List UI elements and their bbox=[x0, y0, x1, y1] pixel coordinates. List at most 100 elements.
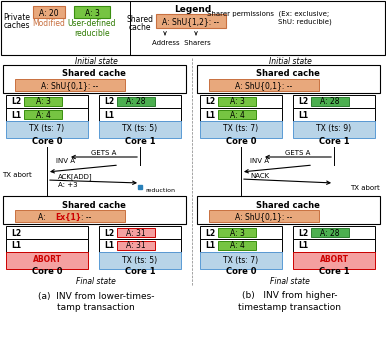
Bar bbox=[293, 226, 375, 239]
Text: Core 1: Core 1 bbox=[319, 136, 349, 145]
Text: timestamp transaction: timestamp transaction bbox=[239, 304, 342, 313]
Text: A: 4: A: 4 bbox=[230, 111, 244, 120]
Text: A: 3: A: 3 bbox=[36, 97, 51, 106]
Bar bbox=[74, 6, 110, 18]
Bar bbox=[200, 252, 282, 269]
Text: A:: A: bbox=[38, 213, 48, 222]
Text: Initial state: Initial state bbox=[74, 58, 117, 67]
Text: (b)   INV from higher-: (b) INV from higher- bbox=[242, 291, 338, 300]
Text: : --: : -- bbox=[81, 213, 91, 222]
Text: TX (ts: 5): TX (ts: 5) bbox=[122, 125, 157, 134]
Text: Legend: Legend bbox=[174, 5, 212, 14]
Text: Private: Private bbox=[3, 14, 30, 23]
Text: NACK: NACK bbox=[250, 173, 269, 179]
Text: A: 3: A: 3 bbox=[230, 97, 244, 106]
Text: A: ShU{0,1}: --: A: ShU{0,1}: -- bbox=[41, 82, 99, 91]
Text: Core 0: Core 0 bbox=[226, 136, 256, 145]
Bar bbox=[6, 239, 88, 252]
Text: tamp transaction: tamp transaction bbox=[57, 304, 135, 313]
Bar bbox=[99, 226, 181, 239]
Bar bbox=[311, 228, 349, 237]
Text: L2: L2 bbox=[104, 97, 114, 106]
Text: Core 1: Core 1 bbox=[125, 136, 155, 145]
Bar bbox=[293, 252, 375, 269]
Text: L1: L1 bbox=[104, 242, 114, 251]
Bar bbox=[99, 252, 181, 269]
Bar bbox=[200, 108, 282, 121]
Text: TX abort: TX abort bbox=[2, 172, 32, 178]
Bar bbox=[200, 239, 282, 252]
Text: L1: L1 bbox=[298, 242, 308, 251]
Bar bbox=[15, 79, 125, 91]
Bar bbox=[6, 121, 88, 138]
Text: ACK[ADD]: ACK[ADD] bbox=[58, 174, 93, 180]
Text: A: 3: A: 3 bbox=[230, 228, 244, 237]
Text: ShU: reducible): ShU: reducible) bbox=[278, 19, 332, 25]
Text: TX (ts: 7): TX (ts: 7) bbox=[29, 125, 64, 134]
Text: cache: cache bbox=[129, 24, 151, 33]
Text: L1: L1 bbox=[298, 111, 308, 120]
Bar bbox=[218, 97, 256, 106]
Text: L2: L2 bbox=[298, 97, 308, 106]
Text: Shared cache: Shared cache bbox=[62, 200, 126, 209]
Text: A: ShU{0,1}: --: A: ShU{0,1}: -- bbox=[235, 82, 293, 91]
Bar bbox=[218, 241, 256, 250]
Text: L1: L1 bbox=[11, 111, 21, 120]
Text: A: ShU{0,1}: --: A: ShU{0,1}: -- bbox=[235, 213, 293, 222]
Text: A: 28: A: 28 bbox=[126, 97, 146, 106]
Text: L2: L2 bbox=[205, 97, 215, 106]
Bar bbox=[6, 226, 88, 239]
Text: TX (ts: 5): TX (ts: 5) bbox=[122, 256, 157, 265]
Text: reducible: reducible bbox=[74, 29, 110, 38]
Text: L2: L2 bbox=[11, 228, 21, 237]
Bar bbox=[6, 108, 88, 121]
Bar bbox=[218, 110, 256, 119]
Text: Shared cache: Shared cache bbox=[256, 200, 320, 209]
Bar bbox=[24, 97, 62, 106]
Bar bbox=[3, 196, 186, 224]
Text: Ex{1}: Ex{1} bbox=[55, 213, 81, 222]
Text: L1: L1 bbox=[11, 242, 21, 251]
Bar bbox=[200, 95, 282, 108]
Bar bbox=[311, 97, 349, 106]
Text: A: 28: A: 28 bbox=[320, 97, 340, 106]
Bar bbox=[3, 65, 186, 93]
Bar bbox=[117, 97, 155, 106]
Text: TX (ts: 7): TX (ts: 7) bbox=[223, 125, 259, 134]
Bar bbox=[197, 65, 380, 93]
Text: GETS A: GETS A bbox=[285, 150, 311, 156]
Text: A: 4: A: 4 bbox=[36, 111, 51, 120]
Bar bbox=[99, 108, 181, 121]
Text: Shared: Shared bbox=[127, 15, 154, 24]
Bar bbox=[15, 210, 125, 222]
Text: A: 31: A: 31 bbox=[126, 242, 146, 251]
Text: ABORT: ABORT bbox=[32, 256, 61, 265]
Text: A: 31: A: 31 bbox=[126, 228, 146, 237]
Text: A: ShU{1,2}: --: A: ShU{1,2}: -- bbox=[163, 18, 220, 26]
Text: A: 3: A: 3 bbox=[85, 9, 100, 18]
Text: L2: L2 bbox=[11, 97, 21, 106]
Bar bbox=[99, 95, 181, 108]
Bar bbox=[218, 228, 256, 237]
Bar bbox=[293, 95, 375, 108]
Bar bbox=[24, 110, 62, 119]
Bar bbox=[99, 239, 181, 252]
Text: L2: L2 bbox=[104, 228, 114, 237]
Bar bbox=[156, 14, 226, 28]
Text: caches: caches bbox=[4, 21, 30, 30]
Bar bbox=[200, 226, 282, 239]
Text: L2: L2 bbox=[205, 228, 215, 237]
Text: A: 4: A: 4 bbox=[230, 242, 244, 251]
Text: Core 1: Core 1 bbox=[319, 267, 349, 276]
Bar bbox=[1, 1, 385, 55]
Text: TX abort: TX abort bbox=[350, 185, 380, 191]
Text: INV A: INV A bbox=[251, 158, 269, 164]
Text: (a)  INV from lower-times-: (a) INV from lower-times- bbox=[38, 291, 154, 300]
Text: L1: L1 bbox=[104, 111, 114, 120]
Text: Address  Sharers: Address Sharers bbox=[152, 40, 210, 46]
Text: Core 0: Core 0 bbox=[32, 267, 62, 276]
Text: Sharer permissions  (Ex: exclusive;: Sharer permissions (Ex: exclusive; bbox=[207, 11, 329, 17]
Bar bbox=[209, 79, 319, 91]
Text: L1: L1 bbox=[205, 242, 215, 251]
Bar bbox=[197, 196, 380, 224]
